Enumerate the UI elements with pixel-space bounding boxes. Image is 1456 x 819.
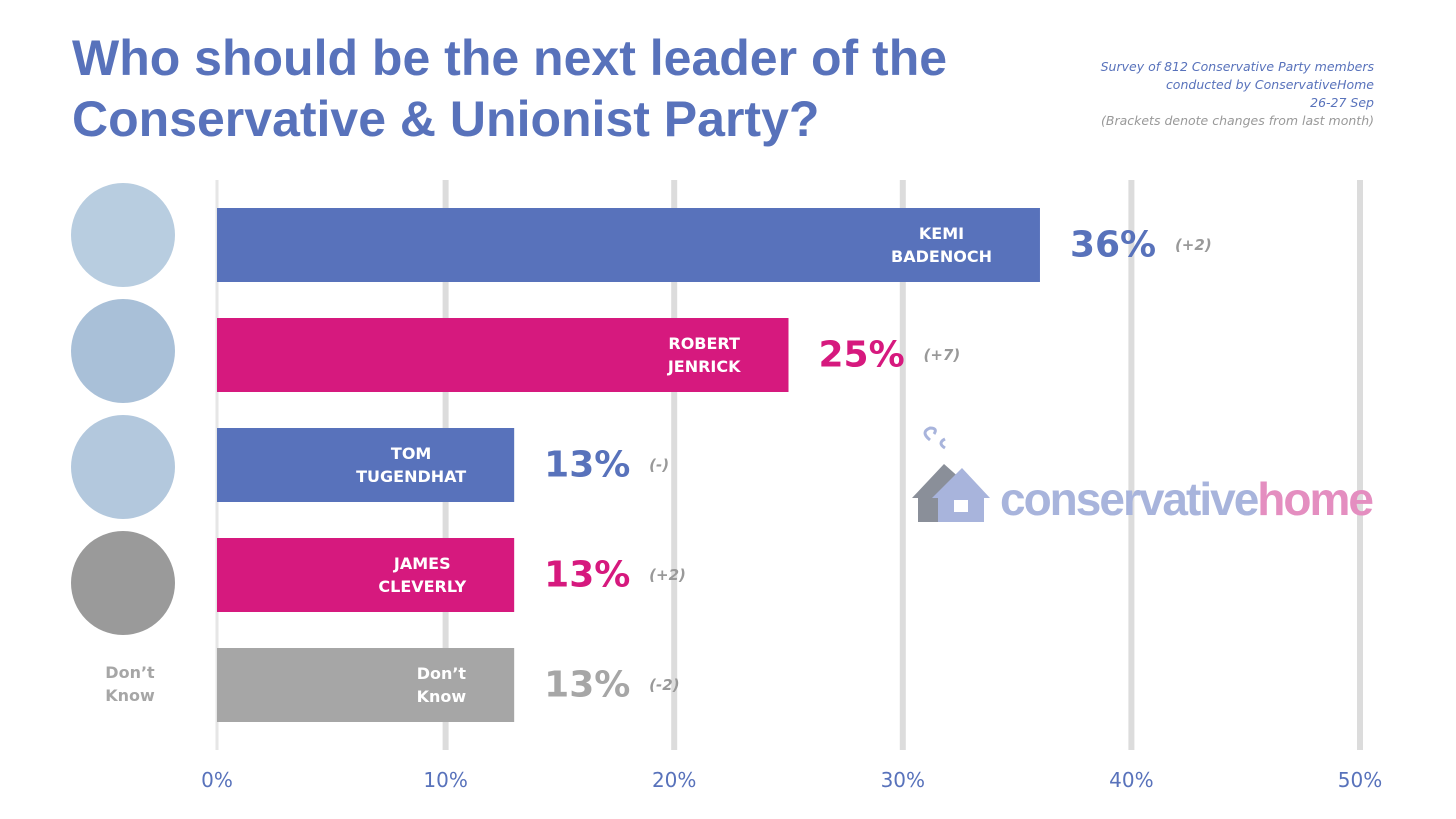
bar-label: JAMES CLEVERLY — [378, 554, 467, 596]
row-label: Don’t Know — [105, 663, 155, 705]
bar — [217, 318, 789, 392]
logo-part: home — [1257, 473, 1374, 525]
bar-label: KEMI BADENOCH — [891, 224, 992, 266]
bar — [217, 538, 515, 612]
photos — [71, 183, 175, 635]
change-label: (-2) — [649, 676, 680, 694]
bar-label: TOM TUGENDHAT — [356, 444, 467, 486]
value-label: 13% — [544, 664, 631, 706]
note: conducted by ConservativeHome — [1165, 77, 1374, 92]
value-label: 36% — [1069, 224, 1157, 266]
note: 26-27 Sep — [1310, 95, 1374, 110]
change-label: (+2) — [1174, 236, 1212, 254]
bar — [217, 648, 515, 722]
change-label: (+2) — [649, 566, 686, 584]
change-label: (+7) — [923, 346, 961, 364]
x-tick-label: 10% — [423, 768, 468, 792]
change-label: (-) — [649, 456, 670, 474]
bar-label: ROBERT JENRICK — [667, 334, 741, 376]
logo-part: conservative — [1000, 473, 1259, 525]
house-icon — [912, 426, 990, 522]
x-tick-label: 30% — [880, 768, 926, 792]
x-tick-label: 40% — [1109, 768, 1154, 792]
value-label: 13% — [544, 444, 631, 486]
logo: conservativehome — [1000, 472, 1374, 526]
note: (Brackets denote changes from last month… — [1101, 113, 1374, 128]
x-tick-label: 50% — [1337, 768, 1383, 792]
note: Survey of 812 Conservative Party members — [1100, 59, 1374, 74]
bar-label: Don’t Know — [416, 664, 467, 706]
value-label: 13% — [544, 554, 631, 596]
x-tick-label: 20% — [651, 768, 697, 792]
bar — [217, 208, 1040, 282]
chart-title: Who should be the next leader of the Con… — [72, 30, 948, 147]
x-tick-label: 0% — [201, 768, 233, 792]
value-label: 25% — [818, 334, 905, 376]
notes: Survey of 812 Conservative Party members… — [1101, 58, 1374, 130]
bar — [217, 428, 515, 502]
